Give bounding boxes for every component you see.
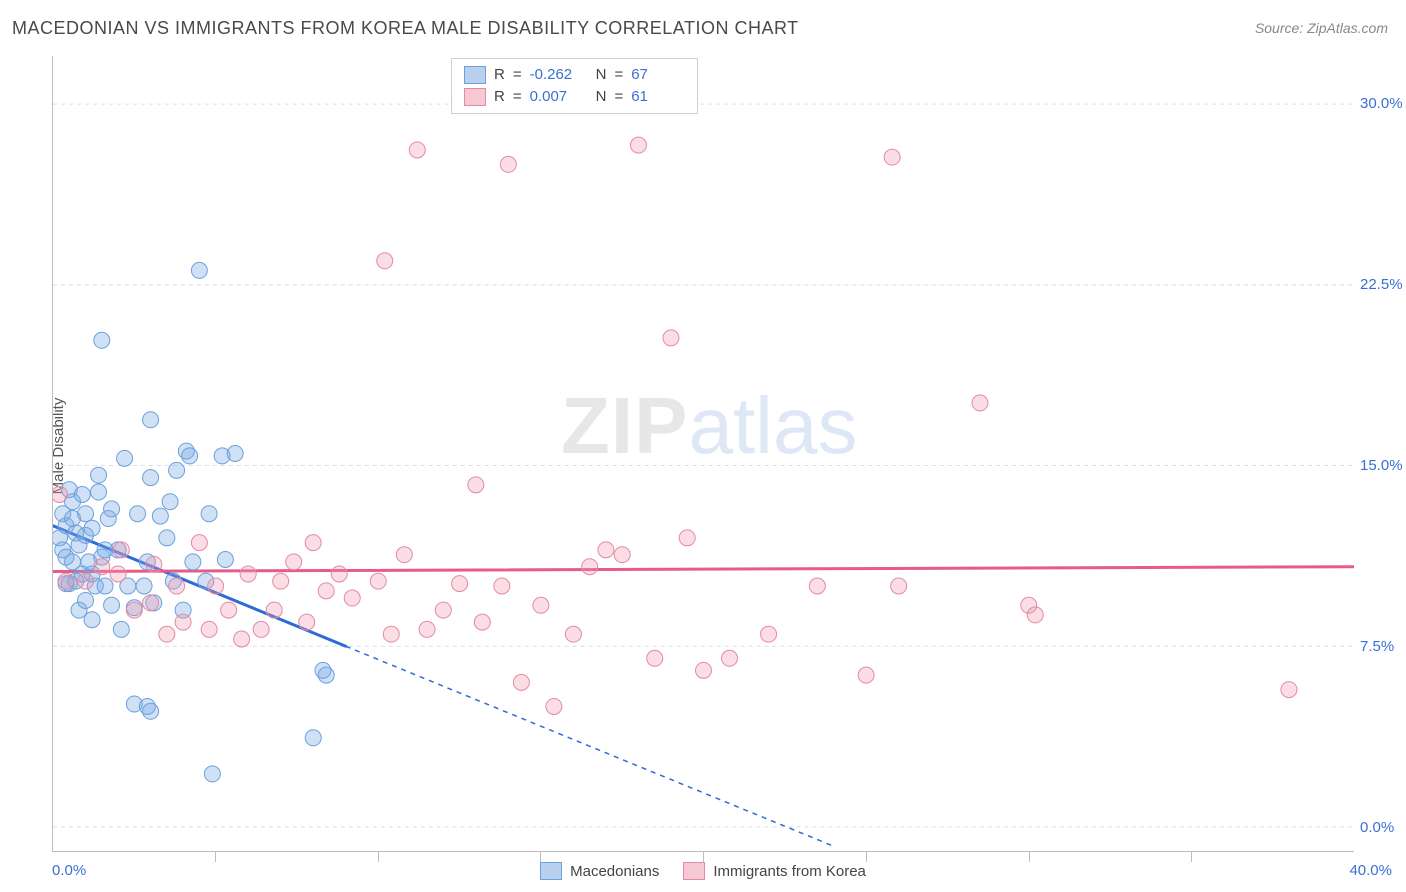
y-tick-label: 22.5%	[1360, 276, 1403, 293]
x-tick-mark	[1029, 852, 1030, 862]
legend-n-label-0: N	[596, 64, 607, 86]
x-tick-mark	[378, 852, 379, 862]
legend-bottom-swatch-0	[540, 862, 562, 880]
plot-area: ZIPatlas R = -0.262 N = 67 R = 0.007 N =…	[52, 56, 1354, 852]
y-tick-label: 15.0%	[1360, 457, 1403, 474]
x-tick-mark	[1191, 852, 1192, 862]
legend-item-0: Macedonians	[540, 862, 659, 880]
legend-r-label-1: R	[494, 86, 505, 108]
chart-title: MACEDONIAN VS IMMIGRANTS FROM KOREA MALE…	[12, 18, 799, 39]
legend-row-series-1: R = 0.007 N = 61	[464, 86, 685, 108]
legend-n-value-0: 67	[631, 64, 685, 86]
legend-r-value-1: 0.007	[530, 86, 584, 108]
source-attribution: Source: ZipAtlas.com	[1255, 20, 1388, 36]
legend-r-label-0: R	[494, 64, 505, 86]
legend-n-value-1: 61	[631, 86, 685, 108]
legend-n-label-1: N	[596, 86, 607, 108]
y-tick-label: 30.0%	[1360, 95, 1403, 112]
legend-item-1: Immigrants from Korea	[683, 862, 866, 880]
x-tick-mark	[215, 852, 216, 862]
y-tick-label: 0.0%	[1360, 819, 1394, 836]
legend-series-name-1: Immigrants from Korea	[713, 863, 866, 880]
legend-series-name-0: Macedonians	[570, 863, 659, 880]
correlation-legend: R = -0.262 N = 67 R = 0.007 N = 61	[451, 58, 698, 114]
source-value: ZipAtlas.com	[1307, 20, 1388, 36]
series-legend: Macedonians Immigrants from Korea	[0, 862, 1406, 880]
x-tick-mark	[703, 852, 704, 862]
x-tick-mark	[540, 852, 541, 862]
plot-svg	[53, 56, 1354, 851]
legend-swatch-1	[464, 88, 486, 106]
legend-swatch-0	[464, 66, 486, 84]
source-label: Source:	[1255, 20, 1303, 36]
x-tick-mark	[866, 852, 867, 862]
y-tick-label: 7.5%	[1360, 638, 1394, 655]
legend-row-series-0: R = -0.262 N = 67	[464, 64, 685, 86]
chart-container: MACEDONIAN VS IMMIGRANTS FROM KOREA MALE…	[0, 0, 1406, 892]
legend-r-value-0: -0.262	[530, 64, 584, 86]
legend-bottom-swatch-1	[683, 862, 705, 880]
